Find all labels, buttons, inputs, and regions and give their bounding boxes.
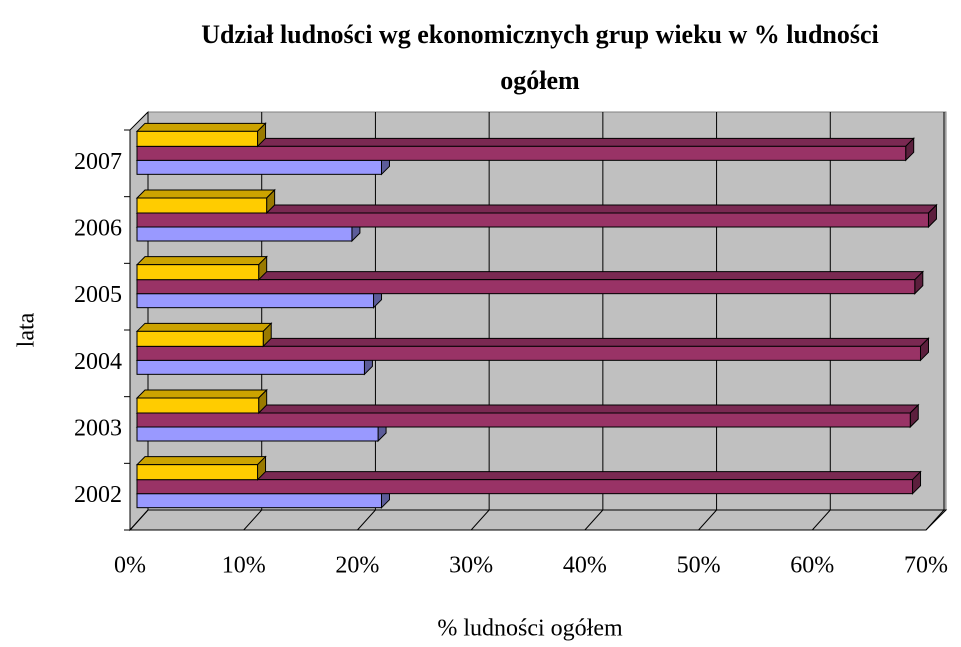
bar-top xyxy=(135,189,276,199)
x-tick-label: 60% xyxy=(790,553,834,579)
bar xyxy=(136,279,916,295)
bar xyxy=(136,159,382,175)
floor-grid-line xyxy=(243,509,263,531)
x-tick-label: 30% xyxy=(449,553,493,579)
x-tick-label: 0% xyxy=(114,553,146,579)
bar xyxy=(136,293,375,309)
bar-top xyxy=(135,256,268,266)
floor-grid-line xyxy=(925,509,945,531)
y-tick-label: 2006 xyxy=(74,216,122,242)
x-tick-label: 10% xyxy=(222,553,266,579)
bar xyxy=(136,345,921,361)
x-tick-label: 40% xyxy=(563,553,607,579)
bar xyxy=(136,359,365,375)
floor-grid-line xyxy=(129,509,149,531)
x-tick-label: 20% xyxy=(335,553,379,579)
floor-grid-line xyxy=(698,509,717,531)
bar xyxy=(136,397,260,414)
y-tick-label: 2007 xyxy=(74,149,122,175)
y-axis-label: lata xyxy=(14,312,40,347)
bar xyxy=(136,464,259,481)
bar xyxy=(136,264,260,281)
bar xyxy=(136,130,259,147)
y-tick-label: 2005 xyxy=(74,282,122,308)
y-tick-label: 2004 xyxy=(74,349,122,375)
bar xyxy=(136,493,382,509)
x-tick-label: 70% xyxy=(904,553,948,579)
floor-grid-line xyxy=(584,509,604,531)
bar-top xyxy=(135,322,273,332)
bar xyxy=(136,226,353,242)
bar xyxy=(136,426,379,442)
bar xyxy=(136,212,929,228)
floor-grid-line xyxy=(357,509,376,531)
y-tick-label: 2002 xyxy=(74,482,122,508)
bar-top xyxy=(135,389,268,399)
bar xyxy=(136,412,911,428)
x-tick-label: 50% xyxy=(677,553,721,579)
bar-top xyxy=(135,456,267,466)
bar xyxy=(136,330,264,347)
bar xyxy=(136,479,914,495)
y-tick-label: 2003 xyxy=(74,416,122,442)
bar-top xyxy=(135,122,267,132)
chart-title: Udział ludności wg ekonomicznych grup wi… xyxy=(201,20,879,95)
floor-grid-line xyxy=(811,509,831,531)
floor-grid-line xyxy=(470,509,490,531)
bar xyxy=(136,145,907,161)
x-axis-label: % ludności ogółem xyxy=(437,616,623,642)
bar xyxy=(136,197,268,214)
